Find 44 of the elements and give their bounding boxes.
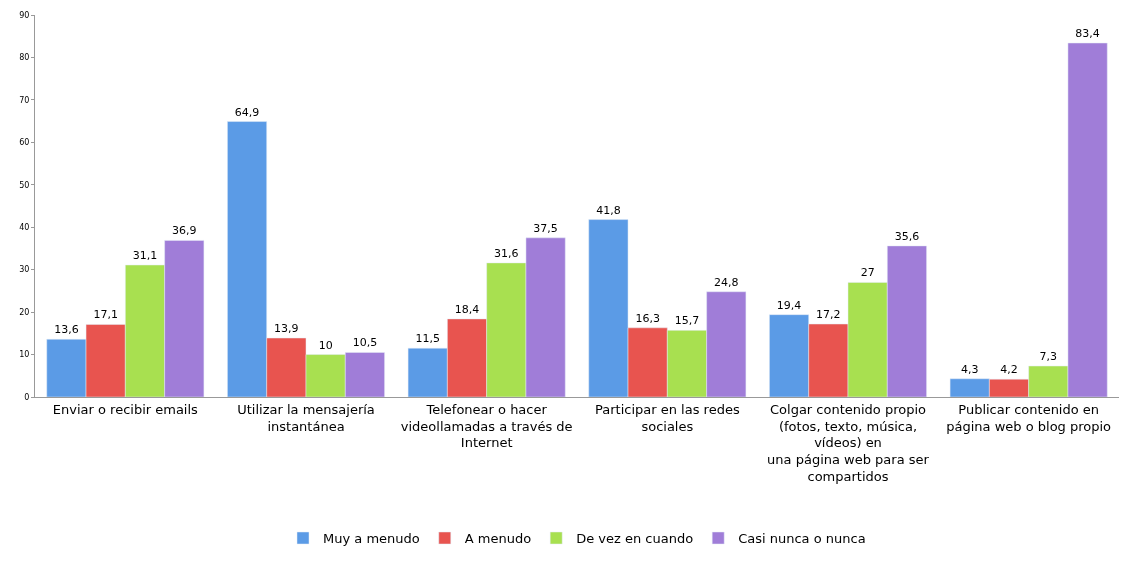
legend-label: Casi nunca o nunca [738, 531, 866, 547]
y-tick-label: 60 [19, 138, 30, 148]
y-tick-label: 40 [19, 223, 30, 233]
data-label: 7,3 [1039, 350, 1058, 364]
data-label: 41,8 [596, 203, 621, 217]
data-label: 19,4 [776, 298, 802, 312]
data-label: 17,2 [816, 308, 841, 321]
data-label: 83,4 [1075, 27, 1100, 41]
x-tick-label: Enviar o recibir emails [52, 401, 199, 417]
x-tick-label: Colgar contenido propio (fotos, texto, música, vídeos) en una página web para ser compartidos [767, 401, 930, 485]
y-tick-label: 30 [19, 265, 30, 275]
data-label: 15,7 [674, 314, 700, 328]
data-label: 13,9 [274, 322, 299, 335]
data-label: 17,1 [93, 308, 118, 322]
data-label: 13,6 [54, 323, 79, 337]
data-label: 24,8 [714, 275, 739, 289]
x-tick-label: Utilizar la mensajería instantánea [237, 401, 375, 434]
y-tick-label: 10 [19, 350, 30, 360]
data-label: 10,5 [352, 336, 378, 350]
data-label: 31,6 [494, 246, 519, 260]
data-label: 31,1 [132, 249, 158, 262]
data-label: 35,6 [894, 229, 920, 243]
y-tick-label: 90 [19, 10, 30, 20]
data-label: 27 [860, 266, 875, 280]
data-label: 4,3 [960, 362, 979, 376]
y-tick-label: 20 [19, 307, 30, 317]
data-label: 37,5 [533, 221, 558, 235]
legend-label: A menudo [464, 531, 532, 547]
data-label: 36,9 [172, 224, 197, 238]
x-tick-label: Telefonear o hacer videollamadas a través de Internet [400, 401, 573, 451]
y-tick-label: 0 [24, 392, 30, 402]
data-label: 18,4 [454, 302, 480, 316]
legend-label: Muy a menudo [323, 531, 420, 547]
x-tick-label: Publicar contenido en página web o blog propio [946, 401, 1112, 434]
y-tick-label: 70 [19, 95, 30, 105]
data-label: 64,9 [234, 105, 260, 119]
data-label: 11,5 [415, 332, 440, 346]
data-label: 4,2 [1000, 363, 1018, 377]
legend-label: De vez en cuando [576, 531, 694, 547]
data-label: 16,3 [635, 311, 660, 325]
x-tick-label: Participar en las redes sociales [594, 401, 740, 434]
y-tick-label: 50 [19, 180, 30, 190]
y-tick-label: 80 [19, 53, 30, 63]
data-label: 10 [318, 338, 333, 352]
